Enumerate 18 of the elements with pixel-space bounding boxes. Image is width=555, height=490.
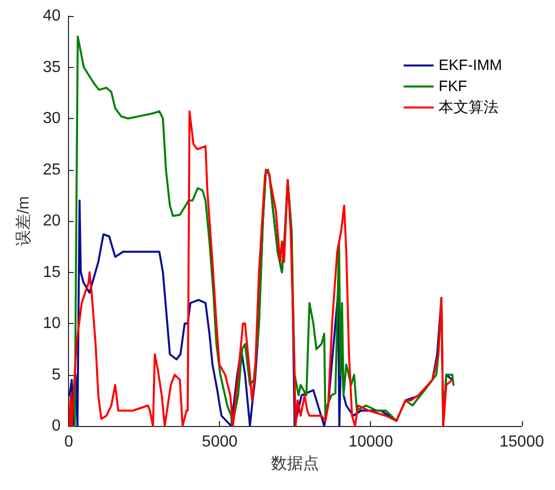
y-tick-label: 30: [42, 110, 61, 127]
x-tick-label: 5000: [202, 434, 238, 450]
y-tick-label: 5: [52, 366, 61, 384]
legend-label: FKF: [438, 78, 468, 95]
x-tick-label: 10000: [348, 434, 394, 450]
x-tick-label: 0: [64, 434, 74, 450]
y-tick-label: 0: [52, 418, 61, 434]
x-tick-label: 15000: [500, 434, 544, 450]
legend-label: EKF-IMM: [438, 57, 502, 74]
y-axis-title: 误差/m: [14, 196, 32, 246]
legend-label: 本文算法: [438, 99, 499, 116]
y-tick-label: 25: [42, 161, 61, 178]
x-axis-title: 数据点: [271, 454, 320, 472]
y-tick-label: 10: [42, 315, 61, 332]
y-tick-label: 40: [42, 8, 61, 24]
y-tick-label: 35: [42, 58, 61, 76]
y-tick-label: 20: [42, 212, 61, 230]
y-tick-label: 15: [42, 264, 61, 281]
